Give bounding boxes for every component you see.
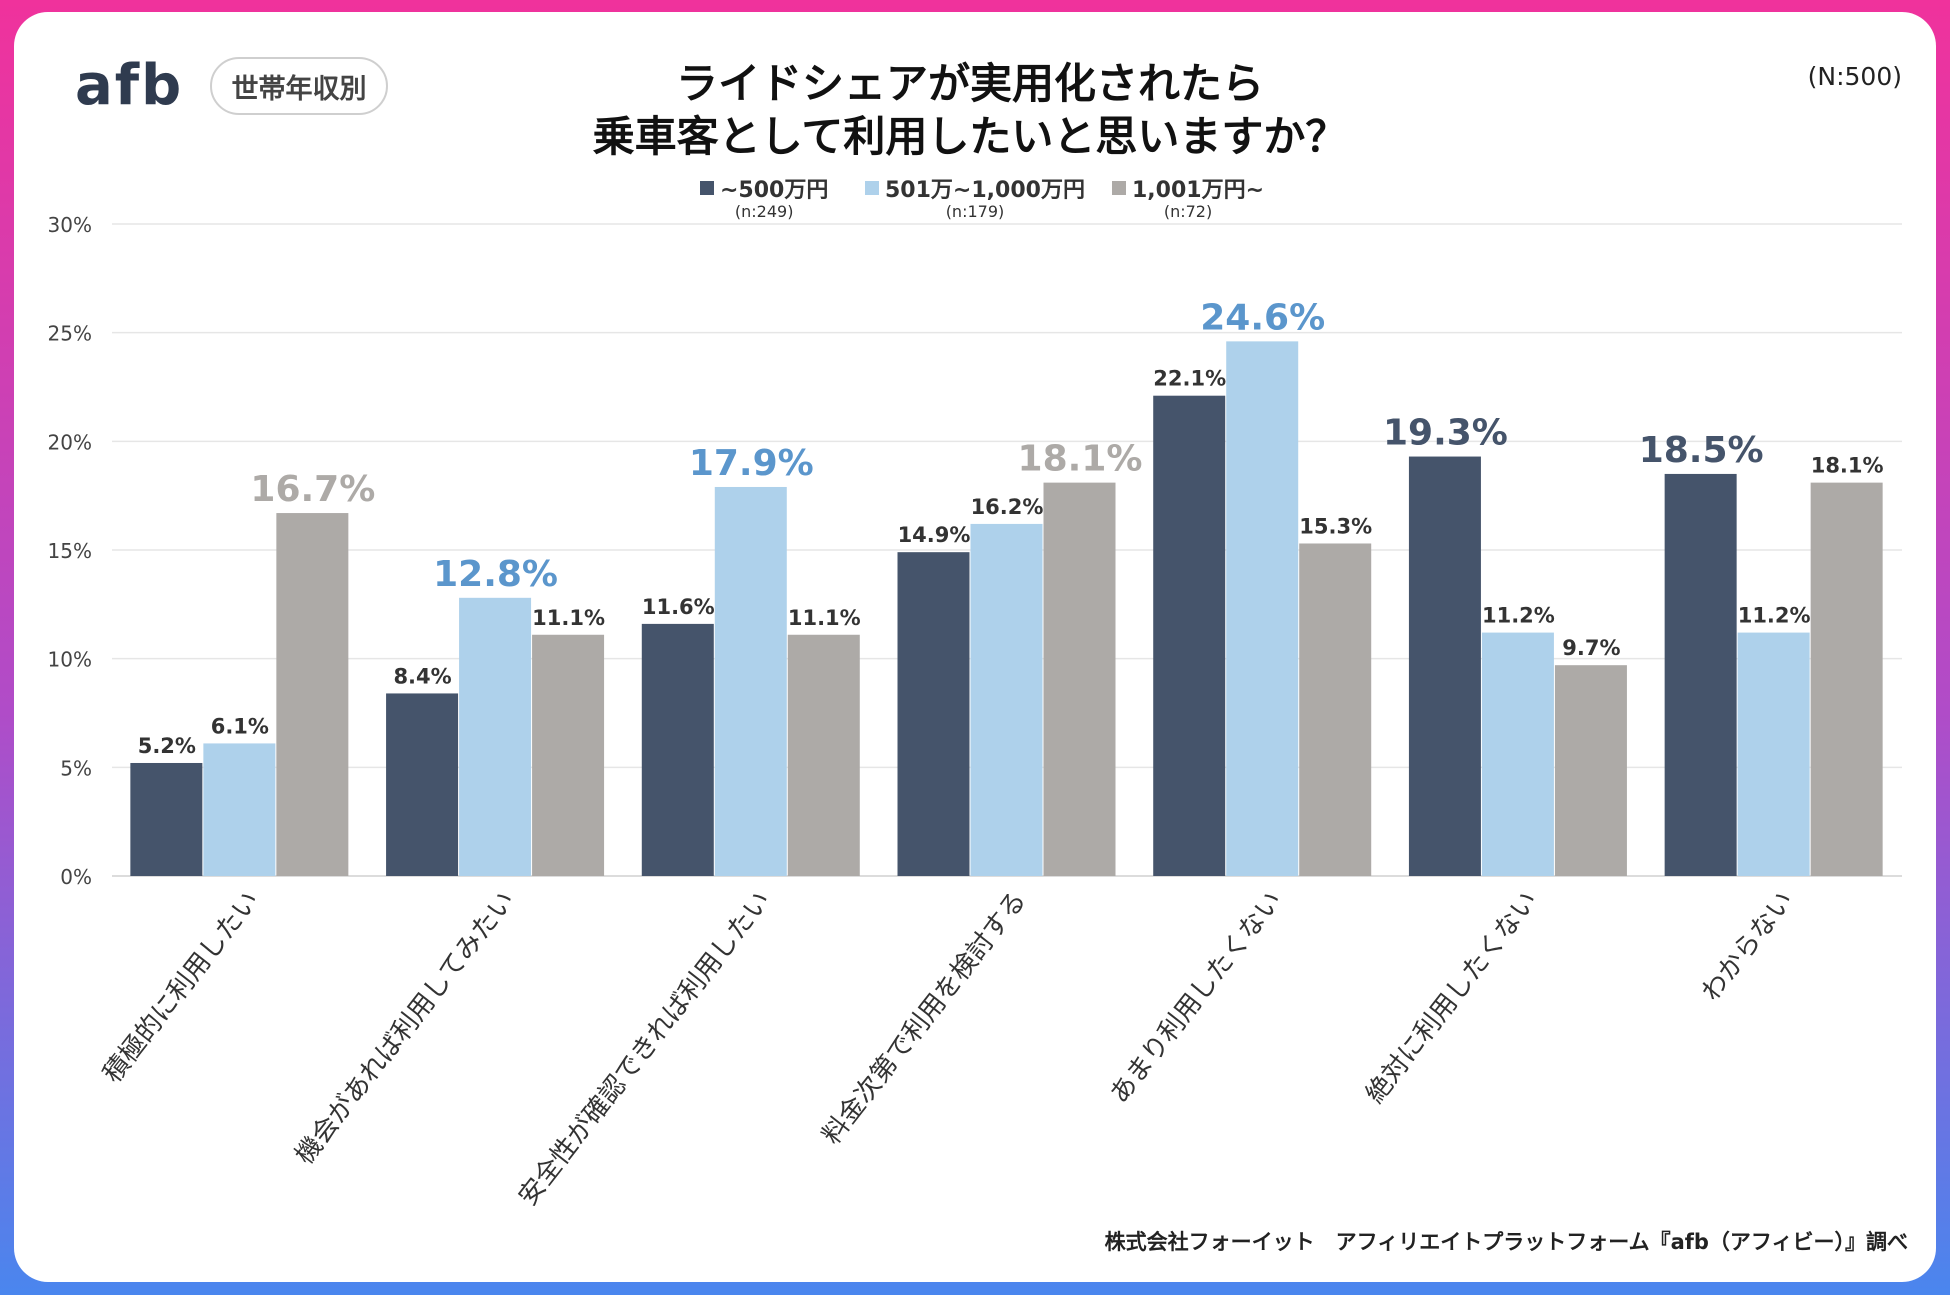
data-label: 18.1% xyxy=(1811,454,1884,478)
data-label-highlight: 24.6% xyxy=(1200,297,1325,338)
x-tick-label: あまり利用したくない xyxy=(1105,886,1289,1109)
x-tick-label: 料金次第で利用を検討する xyxy=(817,886,1033,1150)
data-label: 15.3% xyxy=(1299,514,1372,538)
data-label-highlight: 18.5% xyxy=(1639,430,1764,471)
y-tick-label: 30% xyxy=(48,213,92,237)
data-label: 9.7% xyxy=(1562,636,1620,660)
bar xyxy=(1737,632,1810,876)
y-tick-label: 20% xyxy=(48,430,92,454)
x-tick-label: 安全性が確認できれば利用したい xyxy=(513,886,777,1212)
x-tick-label: 機会があれば利用してみたい xyxy=(290,886,521,1170)
y-tick-label: 10% xyxy=(48,648,92,672)
title-line-1: ライドシェアが実用化されたら xyxy=(675,59,1264,108)
bar xyxy=(130,762,203,876)
data-label: 8.4% xyxy=(393,664,451,688)
bar xyxy=(459,597,532,876)
title-line-2: 乗車客として利用したいと思いますか？ xyxy=(592,111,1348,161)
data-label: 14.9% xyxy=(898,523,971,547)
legend-item-series-2: 501万~1,000万円 (n:179) xyxy=(865,172,1085,221)
bar xyxy=(386,693,459,876)
legend-label: ~500万円 xyxy=(720,178,829,203)
data-label-highlight: 12.8% xyxy=(433,554,558,595)
legend-n: (n:179) xyxy=(945,202,1005,221)
bar xyxy=(276,513,349,876)
legend-label: 1,001万円~ xyxy=(1132,178,1265,203)
bar xyxy=(897,552,970,876)
data-label-highlight: 17.9% xyxy=(689,443,814,484)
data-label-highlight: 19.3% xyxy=(1383,413,1508,454)
x-tick-label: 積極的に利用したい xyxy=(98,886,266,1089)
logo-text: afb xyxy=(75,53,184,118)
y-tick-label: 15% xyxy=(48,539,92,563)
bar xyxy=(1153,395,1226,876)
y-tick-label: 25% xyxy=(48,322,92,346)
source-note: 株式会社フォーイット アフィリエイトプラットフォーム『afb（アフィビー）』調べ xyxy=(1104,1230,1908,1254)
bar xyxy=(1408,456,1481,876)
legend-swatch xyxy=(865,181,879,195)
data-label: 11.6% xyxy=(642,595,715,619)
y-tick-label: 0% xyxy=(60,865,92,889)
data-label-highlight: 18.1% xyxy=(1018,439,1143,480)
data-label: 11.2% xyxy=(1482,604,1555,628)
data-label: 6.1% xyxy=(211,714,269,738)
data-label: 11.1% xyxy=(532,606,605,630)
data-label: 11.2% xyxy=(1738,604,1811,628)
x-tick-label: 絶対に利用したくない xyxy=(1360,886,1544,1109)
data-label: 22.1% xyxy=(1153,367,1226,391)
bar xyxy=(641,623,714,876)
bar xyxy=(1664,473,1737,876)
legend: ~500万円 (n:249) 501万~1,000万円 (n:179) 1,00… xyxy=(700,172,1280,222)
data-label: 11.1% xyxy=(788,606,861,630)
chart-title: ライドシェアが実用化されたら 乗車客として利用したいと思いますか？ xyxy=(440,58,1500,163)
data-label: 5.2% xyxy=(138,734,196,758)
segment-badge: 世帯年収別 xyxy=(210,57,388,115)
x-tick-label: わからない xyxy=(1696,886,1800,1007)
bar xyxy=(1043,482,1116,876)
bar xyxy=(1810,482,1883,876)
legend-swatch xyxy=(1112,181,1126,195)
sample-size: (N:500) xyxy=(1807,62,1902,91)
bar xyxy=(532,634,605,876)
legend-swatch xyxy=(700,181,714,195)
y-tick-label: 5% xyxy=(60,756,92,780)
legend-item-series-1: ~500万円 (n:249) xyxy=(700,172,828,221)
legend-label: 501万~1,000万円 xyxy=(885,178,1085,203)
bar xyxy=(787,634,860,876)
bar xyxy=(970,523,1043,876)
bar xyxy=(1481,632,1554,876)
bar xyxy=(1299,543,1372,876)
bar xyxy=(1554,665,1627,876)
legend-n: (n:249) xyxy=(734,202,794,221)
bar xyxy=(203,743,276,876)
legend-n: (n:72) xyxy=(1163,202,1213,221)
data-label-highlight: 16.7% xyxy=(250,469,375,510)
legend-item-series-3: 1,001万円~ (n:72) xyxy=(1112,172,1264,221)
afb-logo: afb xyxy=(75,58,183,114)
bar xyxy=(714,486,787,876)
data-label: 16.2% xyxy=(971,495,1044,519)
bar xyxy=(1226,341,1299,876)
